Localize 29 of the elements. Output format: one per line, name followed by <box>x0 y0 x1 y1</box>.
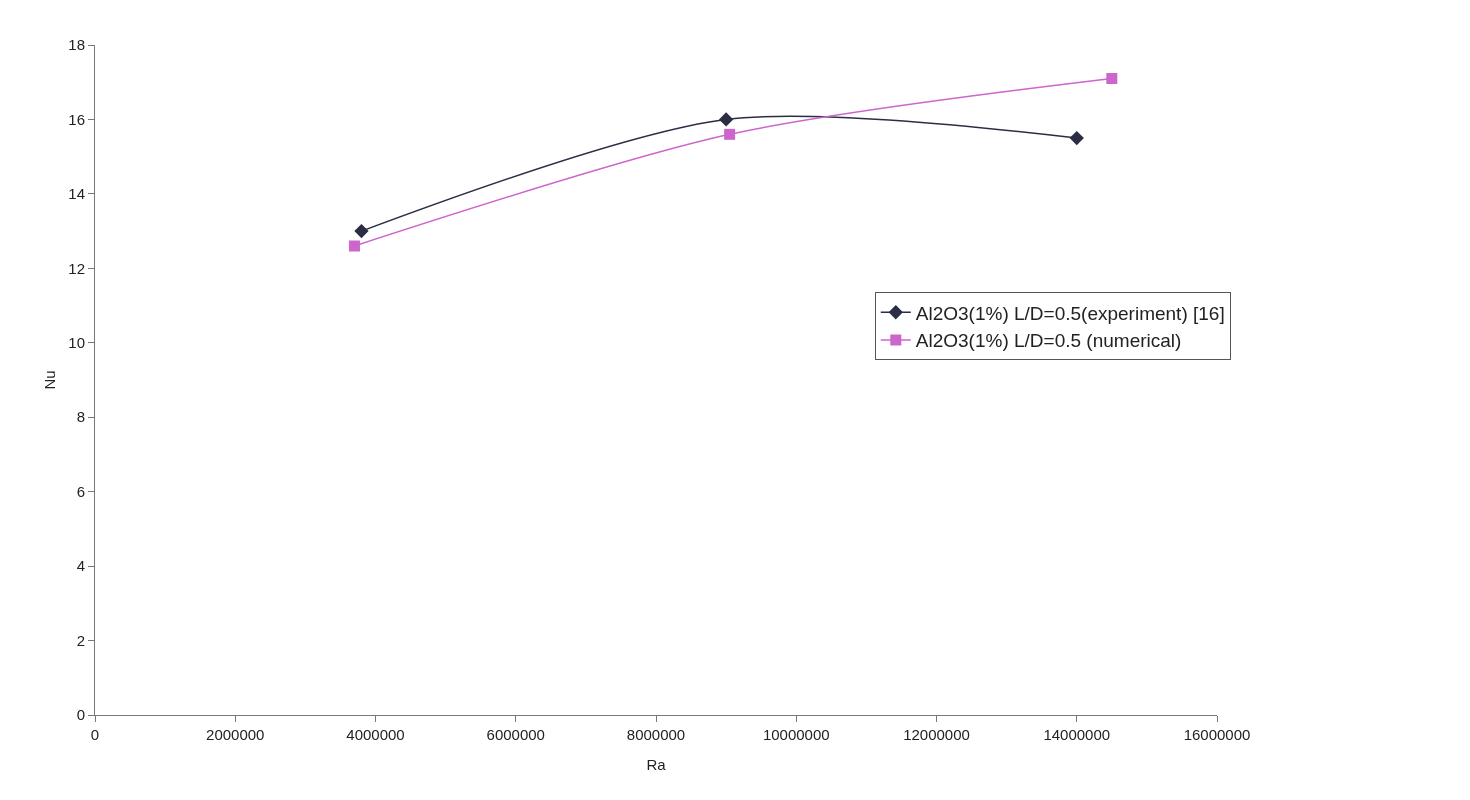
x-tick-label: 14000000 <box>1043 726 1111 743</box>
y-tick-label: 16 <box>68 110 85 128</box>
x-tick-label: 0 <box>90 726 100 743</box>
x-axis-title: Ra <box>646 756 667 773</box>
point <box>354 223 369 239</box>
x-tick-label: 16000000 <box>1183 726 1251 743</box>
y-tick-label: 12 <box>68 259 85 277</box>
point <box>348 240 360 252</box>
point <box>724 128 736 140</box>
x-tick-label: 12000000 <box>903 726 970 743</box>
x-tick-label: 4000000 <box>346 726 405 743</box>
y-tick-label: 10 <box>68 334 85 352</box>
y-tick-label: 0 <box>76 706 85 724</box>
x-tick-label: 10000000 <box>762 726 830 743</box>
point <box>1069 130 1084 146</box>
legend-label: Al2O3(1%) L/D=0.5(experiment) [16] <box>915 302 1225 324</box>
y-tick-label: 18 <box>68 36 85 54</box>
y-tick-label: 14 <box>68 185 85 203</box>
x-tick-label: 8000000 <box>626 726 686 743</box>
y-tick-label: 6 <box>76 482 85 500</box>
y-tick-label: 4 <box>76 557 85 575</box>
x-tick-label: 2000000 <box>206 726 265 743</box>
x-tick-label: 6000000 <box>486 726 545 743</box>
y-tick-label: 8 <box>76 408 85 426</box>
y-tick-label: 2 <box>76 631 85 649</box>
point <box>1106 73 1118 84</box>
legend-label: Al2O3(1%) L/D=0.5 (numerical) <box>915 330 1182 352</box>
y-axis-title: Nu <box>41 370 58 390</box>
point <box>718 112 734 127</box>
